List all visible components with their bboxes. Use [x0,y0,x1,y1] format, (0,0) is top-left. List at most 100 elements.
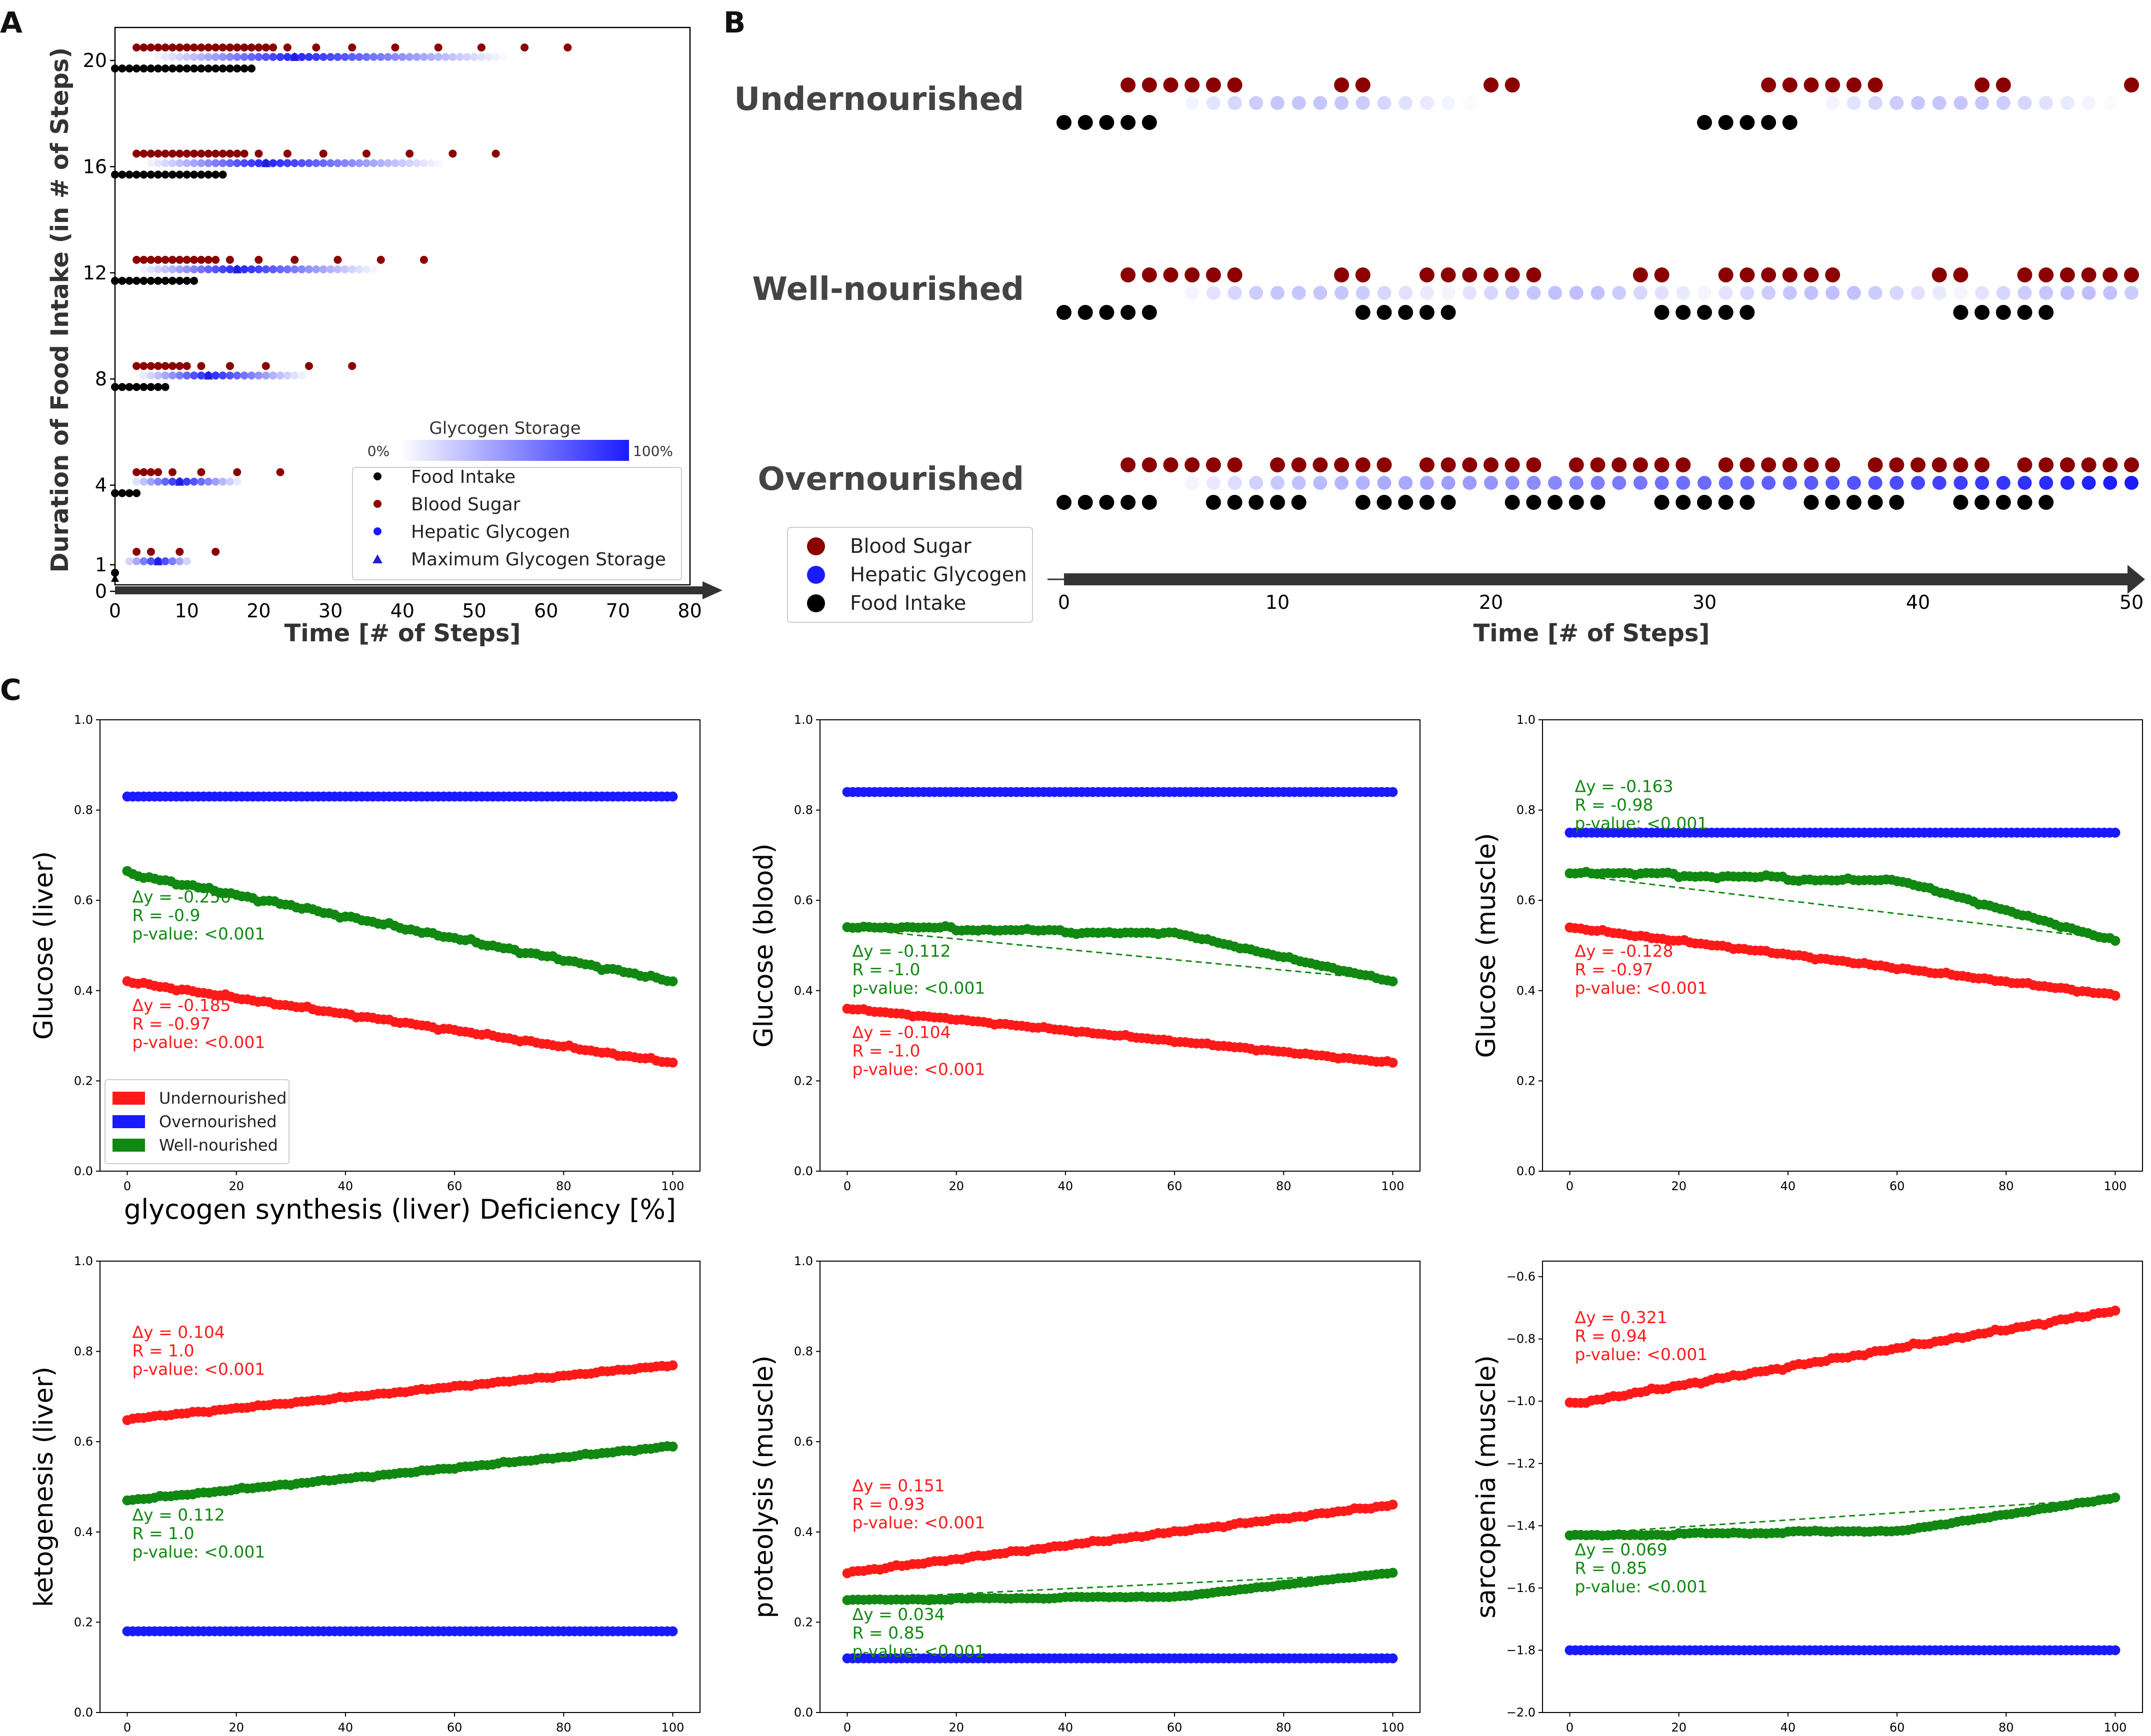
hepatic-glycogen-point [1356,96,1370,110]
subplot-frame [820,719,1420,1172]
hepatic-glycogen-point [319,53,328,61]
hepatic-glycogen-point [1590,286,1605,300]
hepatic-glycogen-point [226,265,234,273]
blood-sugar-point [1804,457,1819,472]
hepatic-glycogen-point [348,159,356,167]
blood-sugar-point [168,255,176,264]
blood-sugar-point [1932,457,1947,472]
hepatic-glycogen-point [262,371,270,380]
food-intake-point [1440,305,1456,320]
panel-label-a: A [0,5,22,39]
panel-label-c: C [0,673,22,707]
hepatic-glycogen-point [355,265,364,273]
hepatic-glycogen-point [254,371,263,380]
hepatic-glycogen-point [1206,476,1220,490]
hepatic-glycogen-point [420,53,428,61]
hepatic-glycogen-point [176,53,184,61]
blood-sugar-point [348,362,356,370]
trend-line [847,928,1393,982]
food-intake-point [212,170,220,179]
y-tick-label: 0.8 [794,1345,813,1359]
data-point-well-nourished [2110,936,2120,946]
panel-a-x-tick-label: 40 [390,600,414,622]
data-point-undernourished [668,1057,678,1068]
food-intake-point [1227,495,1242,510]
food-intake-point [1440,495,1456,510]
y-tick-label: 1.0 [1516,713,1536,727]
panel-a-legend-label: Blood Sugar [411,494,520,515]
hepatic-glycogen-point [1249,286,1264,300]
y-tick-label: −1.4 [1506,1519,1536,1533]
food-intake-point [1099,115,1114,130]
food-intake-point [1846,495,1862,510]
y-tick-label: 0.0 [74,1164,93,1178]
food-intake-point [1697,115,1712,130]
blood-sugar-point [226,362,234,370]
hepatic-glycogen-point [1249,96,1264,110]
food-intake-point [1718,305,1734,320]
annotation-delta: Δy = 0.151 [852,1476,945,1496]
hepatic-glycogen-point [1313,96,1328,110]
food-intake-point [118,170,126,179]
hepatic-glycogen-point [498,53,507,61]
hepatic-glycogen-point [290,265,299,273]
subplot-y-axis-label: Glucose (blood) [749,843,779,1047]
blood-sugar-point [334,255,342,264]
blood-sugar-point [1291,457,1306,472]
blood-sugar-point [132,255,141,264]
annotation-p: p-value: <0.001 [1575,1345,1708,1364]
hepatic-glycogen-point [1377,476,1392,490]
hepatic-glycogen-point [1846,476,1861,490]
hepatic-glycogen-point [326,53,335,61]
hepatic-glycogen-point [190,265,198,273]
hepatic-glycogen-point [204,265,212,273]
food-intake-point [182,276,191,285]
food-intake-point [132,383,141,391]
y-tick-label: 0.6 [74,1435,93,1449]
x-tick-label: 100 [1382,1721,1404,1735]
blood-sugar-point [520,43,529,51]
blood-sugar-point [176,43,184,51]
blood-sugar-point [168,362,176,370]
blood-sugar-point [1355,77,1370,92]
blood-sugar-point [176,255,184,264]
blood-sugar-point [1654,457,1670,472]
panel-a-time-arrow-shaft [115,586,702,594]
food-intake-point [2017,495,2032,510]
hepatic-glycogen-point [240,53,248,61]
y-tick-label: 0.4 [794,984,813,998]
x-tick-label: 60 [1890,1179,1905,1193]
blood-sugar-point [233,468,242,476]
food-intake-point [140,64,148,72]
blood-sugar-point [182,255,191,264]
hepatic-glycogen-point [218,159,227,167]
y-tick-label: 0.2 [74,1074,93,1088]
food-intake-point [218,64,227,72]
hepatic-glycogen-point [427,53,436,61]
annotation-r: R = 0.85 [852,1623,925,1643]
y-tick-label: 0.0 [74,1706,93,1720]
food-intake-point [146,383,155,391]
panel-a-y-axis-label: Duration of Food Intake (in # of Steps) [46,47,74,573]
hepatic-glycogen-point [204,53,212,61]
y-tick-label: 0.4 [74,984,93,998]
hepatic-glycogen-point [1782,476,1797,490]
data-point-undernourished [668,1360,678,1371]
food-intake-point [190,64,198,72]
hepatic-glycogen-point [190,477,198,486]
panel-a-x-tick-label: 50 [462,600,486,622]
food-intake-point [1804,495,1819,510]
panel-b-time-arrow-shaft [1064,573,2129,585]
hepatic-glycogen-point [355,159,364,167]
hepatic-glycogen-point [1954,476,1968,490]
hepatic-glycogen-point [182,477,191,486]
panel-b-legend-label: Food Intake [850,592,966,615]
blood-sugar-point [1740,267,1755,282]
blood-sugar-point [168,149,176,158]
x-tick-label: 20 [948,1721,964,1735]
panel-b-x-tick-label: 0 [1058,591,1070,613]
hepatic-glycogen-point [1676,286,1690,300]
y-tick-label: 0.2 [74,1615,93,1629]
panel-a-x-tick-label: 80 [678,600,702,622]
hepatic-glycogen-point [362,53,370,61]
